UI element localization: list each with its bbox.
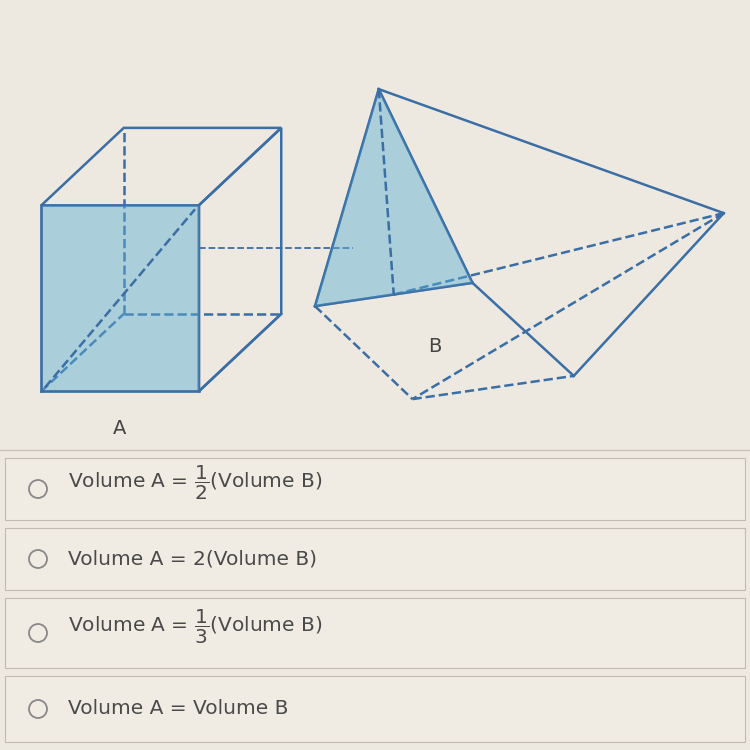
Text: B: B [428,338,442,356]
FancyBboxPatch shape [5,528,745,590]
Text: Volume A = $\dfrac{1}{3}$(Volume B): Volume A = $\dfrac{1}{3}$(Volume B) [68,608,322,646]
FancyBboxPatch shape [5,458,745,520]
Polygon shape [41,206,199,392]
FancyBboxPatch shape [5,598,745,668]
Text: Volume A = Volume B: Volume A = Volume B [68,700,288,718]
Text: Volume A = $\dfrac{1}{2}$(Volume B): Volume A = $\dfrac{1}{2}$(Volume B) [68,464,322,503]
Text: A: A [113,419,127,437]
FancyBboxPatch shape [5,676,745,742]
Text: Volume A = 2(Volume B): Volume A = 2(Volume B) [68,550,317,568]
Polygon shape [315,89,472,306]
